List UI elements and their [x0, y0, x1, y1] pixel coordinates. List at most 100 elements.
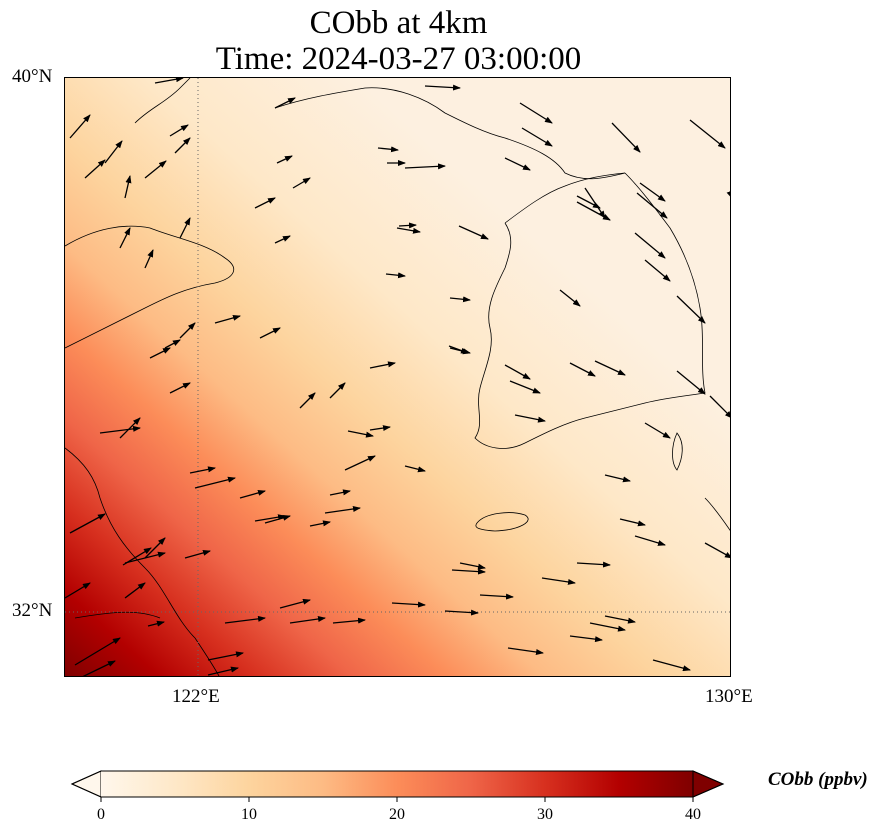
wind-arrow [369, 361, 396, 369]
wind-arrow [179, 217, 191, 239]
colorbar-label: CObb (ppbv) [768, 769, 868, 790]
wind-arrow [292, 177, 311, 189]
wind-arrow [164, 339, 181, 349]
wind-arrow [594, 360, 626, 376]
wind-arrow [289, 616, 326, 624]
gridlines [65, 78, 730, 676]
korea-west-south-coast [474, 222, 706, 449]
wind-arrow [589, 622, 626, 632]
co-concentration-field [65, 78, 730, 676]
wind-arrow [576, 201, 611, 221]
wind-arrow [124, 175, 132, 199]
wind-arrow [709, 395, 730, 419]
china-east-coast [65, 447, 220, 676]
wind-arrow [104, 140, 123, 164]
wind-arrow [504, 157, 531, 171]
wind-arrow [309, 520, 331, 527]
wind-arrow [144, 160, 167, 179]
wind-arrow [154, 78, 184, 84]
wind-arrow [299, 392, 316, 409]
colorbar-max-extend [692, 770, 725, 798]
wind-arrow [169, 124, 189, 137]
wind-arrow [634, 535, 666, 546]
wind-arrow [274, 97, 296, 109]
wind-arrow [576, 561, 611, 568]
korea-border [504, 172, 626, 224]
wind-arrow [504, 364, 531, 380]
wind-arrow [69, 513, 106, 534]
wind-arrow [254, 514, 286, 522]
concentration-map [65, 78, 730, 676]
colorbar-ticks [100, 797, 694, 802]
wind-arrow [569, 362, 596, 377]
wind-arrow [276, 155, 293, 164]
wind-arrow [449, 347, 471, 355]
wind-arrow [398, 222, 417, 229]
wind-arrow [214, 314, 241, 324]
wind-arrow [391, 601, 426, 608]
wind-arrow [634, 232, 666, 259]
wind-arrow [147, 620, 165, 627]
shandong-coast [65, 225, 235, 349]
map-title-line2: Time: 2024-03-27 03:00:00 [215, 41, 582, 77]
map-panel [64, 77, 731, 677]
kyushu-coast [704, 497, 730, 531]
lon-tick-label-122e: 122°E [172, 686, 220, 707]
wind-arrow [385, 272, 406, 279]
wind-arrow [189, 466, 216, 474]
wind-arrow [611, 122, 641, 153]
wind-arrow [639, 182, 666, 202]
wind-arrow [619, 518, 646, 527]
wind-arrow [65, 582, 91, 599]
wind-arrow [239, 489, 266, 499]
wind-arrow [259, 327, 281, 339]
wind-arrow [84, 159, 106, 179]
wind-arrow [676, 370, 706, 395]
wind-arrow [689, 119, 726, 149]
wind-arrow [636, 192, 668, 219]
wind-arrow [569, 635, 603, 643]
coastlines [65, 78, 730, 676]
wind-arrow [604, 615, 636, 624]
wind-arrow [74, 637, 121, 666]
wind-arrow [264, 514, 291, 524]
wind-arrow [726, 190, 730, 199]
wind-arrow [404, 465, 426, 473]
wind-arrow [332, 617, 366, 624]
wind-arrow [207, 666, 239, 676]
korea-east-coast [624, 172, 706, 394]
wind-arrow [279, 598, 311, 609]
north-korea-west-coast [274, 87, 626, 180]
wind-arrow [274, 235, 291, 244]
wind-arrow [119, 417, 141, 439]
wind-arrow [377, 146, 399, 153]
colorbar-tick-label: 10 [241, 806, 257, 823]
wind-arrow [324, 506, 361, 514]
wind-arrow [329, 489, 351, 496]
wind-arrow [396, 227, 421, 234]
map-title-line1: CObb at 4km [309, 5, 488, 41]
colorbar [70, 770, 725, 802]
wind-arrow [576, 195, 601, 209]
wind-arrow [676, 295, 706, 324]
wind-arrow [458, 225, 489, 240]
wind-arrow [179, 322, 196, 339]
wind-arrow [119, 227, 131, 249]
colorbar-tick-label: 20 [389, 806, 405, 823]
tsushima-island [672, 432, 683, 471]
wind-arrow [124, 551, 166, 564]
liaodong-coast [134, 78, 191, 124]
wind-arrow [184, 549, 211, 559]
wind-arrow [347, 430, 374, 438]
lat-tick-label-32n: 32°N [12, 600, 53, 621]
wind-arrow [479, 593, 514, 600]
wind-arrow [519, 102, 553, 124]
lon-tick-label-130e: 130°E [705, 686, 753, 707]
wind-arrow [404, 163, 446, 170]
colorbar-min-extend [70, 770, 102, 798]
wind-arrow [344, 455, 376, 471]
wind-arrow [174, 137, 191, 154]
wind-arrow [559, 289, 581, 307]
wind-arrow [521, 127, 553, 147]
wind-arrow [369, 425, 391, 432]
